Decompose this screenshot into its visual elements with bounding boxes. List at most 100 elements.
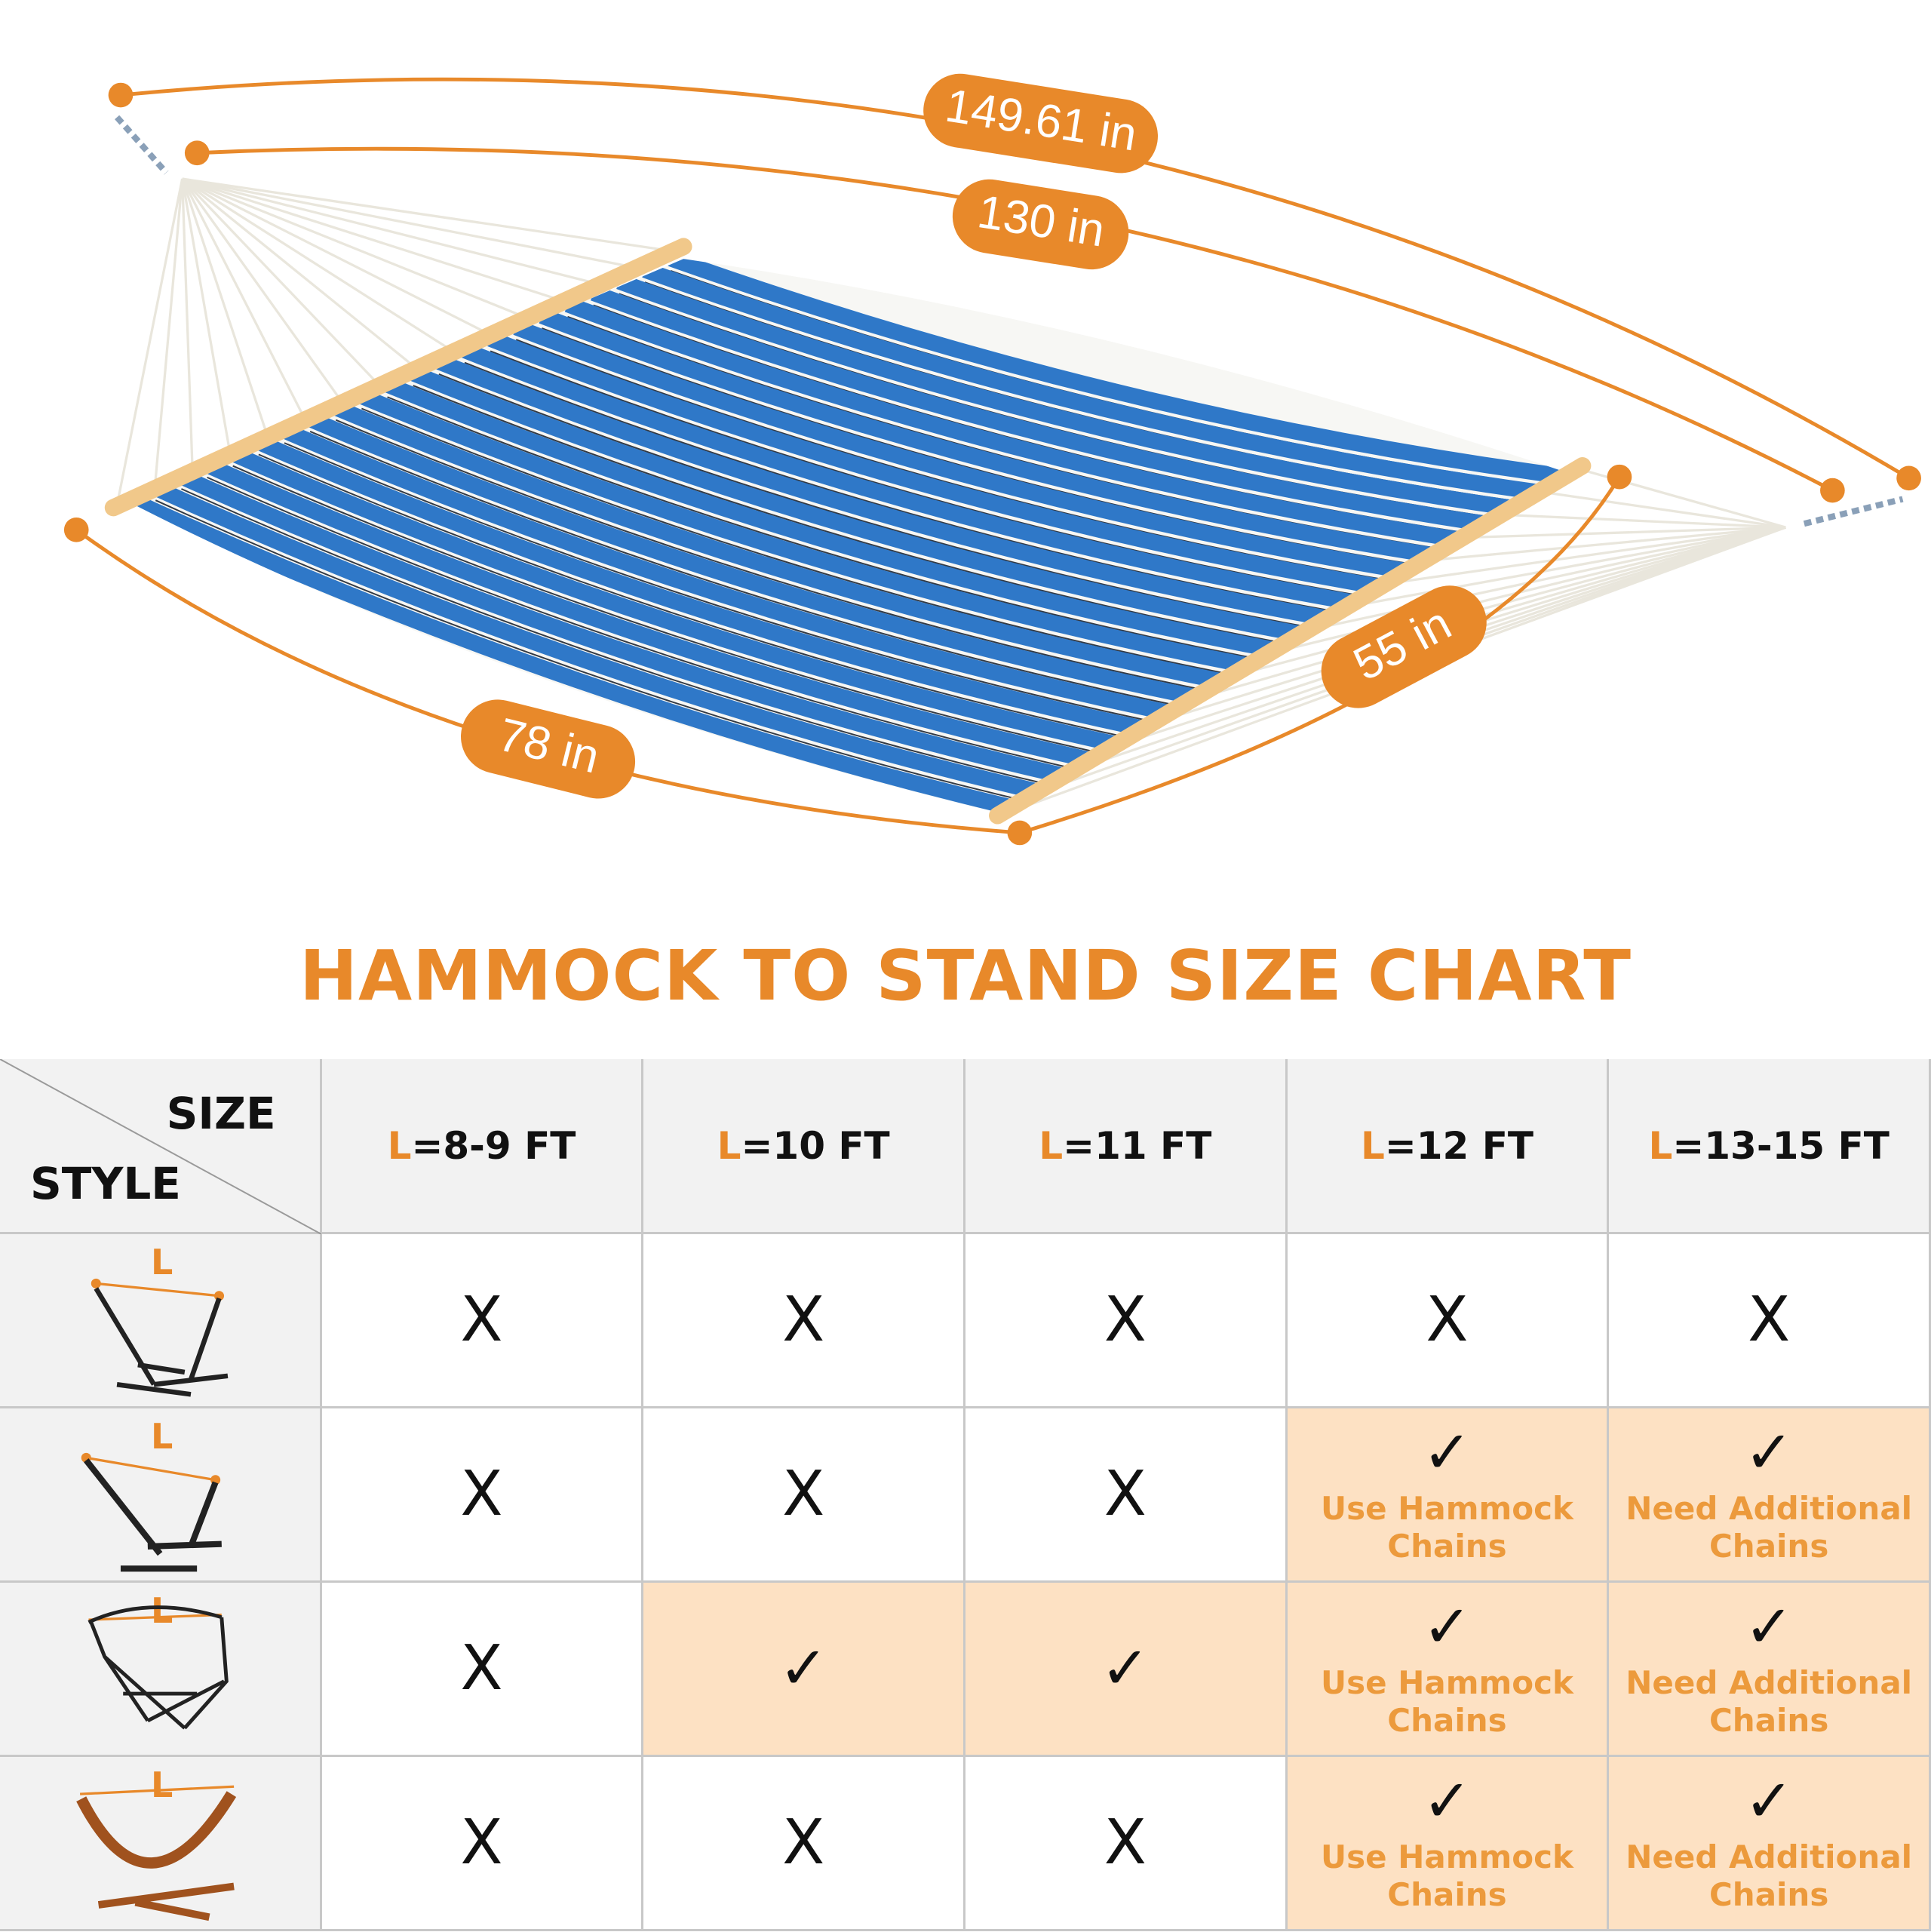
spreader-bar xyxy=(989,457,1592,825)
dimension-label: 130 in xyxy=(952,179,1129,270)
fit-mark: X xyxy=(1104,1284,1147,1356)
stripe xyxy=(539,308,1434,564)
stripe-line xyxy=(207,476,1092,774)
column-header: L=13-15 FT xyxy=(1609,1059,1931,1234)
spreader-bar xyxy=(104,238,692,517)
stripe xyxy=(178,468,1067,785)
stripe xyxy=(668,259,1562,484)
table-cell: X xyxy=(965,1234,1288,1408)
fit-mark: ✓ xyxy=(1744,1593,1794,1661)
stripe-line xyxy=(413,385,1302,647)
table-cell: ✓ Use Hammock Chains xyxy=(1287,1583,1610,1757)
stripe-line xyxy=(387,396,1276,663)
fit-mark: ✓ xyxy=(1744,1418,1794,1487)
stripe xyxy=(204,457,1094,769)
corner-size: SIZE xyxy=(166,1088,276,1139)
rope xyxy=(181,177,420,372)
stripe xyxy=(590,285,1486,532)
stripe xyxy=(281,423,1172,721)
stripe xyxy=(333,400,1224,690)
stripe xyxy=(410,365,1303,642)
header-text: L=10 FT xyxy=(717,1124,890,1168)
stripe-line xyxy=(232,465,1119,758)
stripe xyxy=(616,274,1512,516)
fit-mark: X xyxy=(1104,1458,1147,1530)
fit-mark: ✓ xyxy=(1744,1767,1794,1835)
length-letter: L xyxy=(387,1123,412,1168)
fit-note: Need Additional Chains xyxy=(1626,1663,1913,1739)
table-cell: X xyxy=(321,1408,644,1583)
rope xyxy=(181,178,232,456)
stripe xyxy=(152,481,1042,800)
style-cell: L xyxy=(0,1408,322,1583)
table-cell: X xyxy=(321,1757,644,1931)
hammock-illustration: 149.61 in 130 in 78 in 55 in xyxy=(63,73,1921,846)
column-header: L=12 FT xyxy=(1287,1059,1610,1234)
table-cell: X xyxy=(965,1408,1288,1583)
stand-icon xyxy=(87,1605,229,1730)
rope xyxy=(1499,513,1786,529)
stripe xyxy=(255,435,1146,737)
stand-label: L xyxy=(151,1416,173,1457)
table-cell: X xyxy=(643,1234,966,1408)
stripe xyxy=(229,446,1120,753)
rope xyxy=(1345,526,1786,609)
diagonal xyxy=(0,1059,321,1234)
hammock-stripes xyxy=(126,259,1562,813)
dimension-label: 149.61 in xyxy=(923,73,1158,174)
table-cell: ✓ Use Hammock Chains xyxy=(1287,1408,1610,1583)
rope xyxy=(181,178,269,438)
fit-mark: ✓ xyxy=(778,1635,828,1703)
rope xyxy=(182,177,684,254)
stripe xyxy=(564,296,1460,548)
fit-mark: X xyxy=(1104,1807,1147,1878)
fit-mark: X xyxy=(460,1458,503,1530)
table-cell: ✓ xyxy=(965,1583,1288,1757)
stripe-line xyxy=(155,499,1040,806)
column-header: L=8-9 FT xyxy=(321,1059,644,1234)
fit-mark: ✓ xyxy=(1422,1593,1472,1661)
rope xyxy=(182,177,609,288)
size-text: =13-15 FT xyxy=(1672,1123,1890,1168)
table-cell: X xyxy=(643,1757,966,1931)
corner-style: STYLE xyxy=(30,1158,181,1209)
stripe xyxy=(487,331,1382,595)
fit-mark: ✓ xyxy=(1422,1418,1472,1487)
header-text: L=11 FT xyxy=(1039,1124,1211,1168)
fit-mark: X xyxy=(1748,1284,1791,1356)
fit-note: Use Hammock Chains xyxy=(1321,1663,1573,1739)
stripe xyxy=(513,319,1408,579)
table-cell: ✓ Need Additional Chains xyxy=(1609,1408,1931,1583)
dimension-label: 78 in xyxy=(461,699,636,799)
table-cell: X xyxy=(321,1234,644,1408)
rope xyxy=(153,178,184,489)
length-letter: L xyxy=(717,1123,741,1168)
fit-mark: X xyxy=(1426,1284,1469,1356)
rope xyxy=(1306,526,1786,632)
rope xyxy=(1422,526,1786,563)
rope xyxy=(1460,526,1786,539)
stripe-line xyxy=(258,453,1144,742)
stripe xyxy=(462,342,1355,611)
fit-mark: X xyxy=(782,1458,825,1530)
fit-mark: X xyxy=(460,1284,503,1356)
rope xyxy=(1191,526,1786,702)
rope xyxy=(1383,526,1786,585)
table-cell: X xyxy=(965,1757,1288,1931)
stripe xyxy=(358,389,1251,674)
stripe xyxy=(126,492,1015,813)
stripe-line xyxy=(438,373,1328,631)
header-text: L=12 FT xyxy=(1361,1124,1533,1168)
fit-mark: ✓ xyxy=(1101,1635,1150,1703)
fit-mark: ✓ xyxy=(1422,1767,1472,1835)
table-cell: ✓ xyxy=(643,1583,966,1757)
fit-mark: X xyxy=(782,1807,825,1878)
dimension-dots xyxy=(63,82,1921,846)
fit-note: Need Additional Chains xyxy=(1626,1489,1913,1565)
chain xyxy=(115,115,169,175)
rope xyxy=(181,177,458,355)
size-text: =11 FT xyxy=(1063,1123,1212,1168)
length-letter: L xyxy=(1039,1123,1064,1168)
fit-note: Use Hammock Chains xyxy=(1321,1838,1573,1913)
